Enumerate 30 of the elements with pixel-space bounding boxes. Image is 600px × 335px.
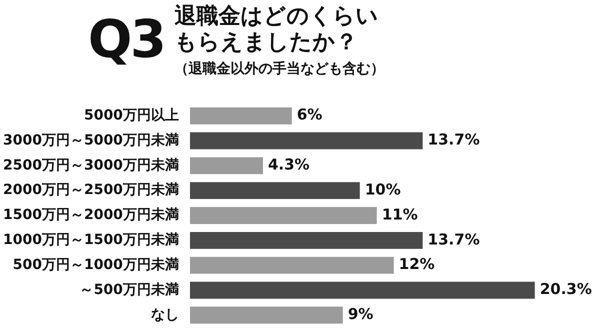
y-tick-label: 500万円～1000万円未満: [12, 256, 179, 273]
y-tick-label: 5000万円以上: [84, 107, 179, 124]
bar: [190, 132, 423, 150]
data-label: 4.3%: [268, 156, 310, 174]
data-label: 12%: [398, 255, 435, 274]
data-label: 20.3%: [540, 280, 592, 298]
data-label: 6%: [296, 106, 322, 124]
y-tick-label: 2000万円～2500万円未満: [2, 182, 179, 198]
data-label: 10%: [364, 180, 401, 198]
text: Q3: [88, 10, 164, 70]
y-tick-label: 2500万円～3000万円未満: [2, 157, 179, 174]
bar: [190, 182, 360, 200]
data-label: 13.7%: [428, 230, 480, 248]
data-label: 11%: [382, 205, 418, 224]
bar: [190, 306, 343, 324]
bar: [190, 107, 292, 124]
y-tick-label: 1500万円～2000万円未満: [2, 207, 179, 224]
bar: [190, 157, 263, 174]
data-label: 13.7%: [428, 130, 480, 149]
y-tick-label: なし: [150, 306, 179, 323]
y-tick-label: ～500万円未満: [80, 282, 179, 298]
bar: [190, 232, 423, 249]
chart-subtitle: （退職金以外の手当なども含む）: [174, 60, 386, 78]
y-tick-label: 3000万円～5000万円未満: [2, 132, 179, 148]
data-label: 9%: [348, 305, 374, 324]
y-tick-label: 1000万円～1500万円未満: [2, 232, 179, 248]
bar: [190, 207, 377, 224]
bar: [190, 282, 535, 299]
bar: [190, 256, 394, 274]
chart-title: 退職金はどのくらいもらえましたか？: [174, 4, 380, 56]
